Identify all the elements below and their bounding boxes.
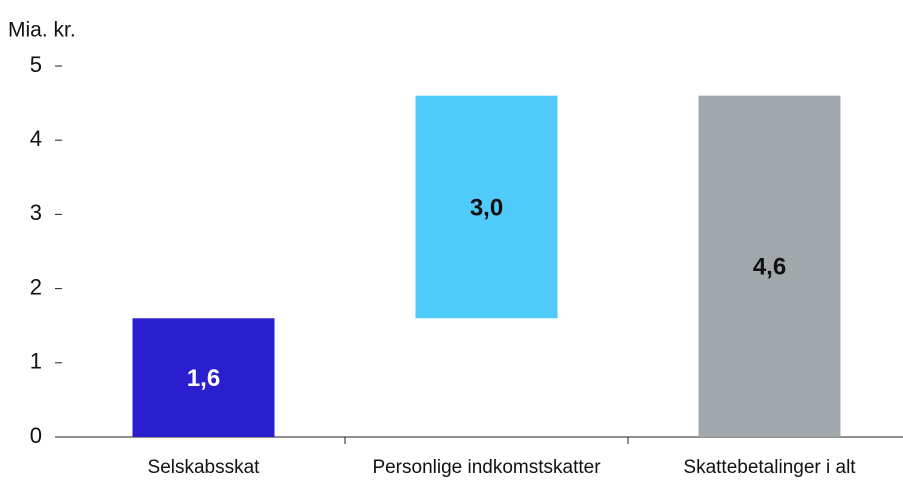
y-tick-label: 1 (30, 349, 42, 374)
x-tick-label: Selskabsskat (148, 457, 261, 478)
y-tick-label: 0 (30, 423, 42, 448)
x-tick-label: Personlige indkomstskatter (372, 457, 601, 478)
y-tick-label: 5 (30, 52, 42, 77)
x-tick-label: Skattebetalinger i alt (683, 457, 856, 478)
y-axis-label: Mia. kr. (8, 19, 76, 42)
value-label: 1,6 (187, 365, 220, 392)
value-label: 3,0 (470, 194, 503, 221)
y-tick-label: 3 (30, 200, 42, 225)
bar (415, 95, 558, 319)
bar (698, 95, 841, 438)
bar (132, 318, 275, 437)
y-tick-label: 2 (30, 274, 42, 299)
y-tick-label: 4 (30, 126, 42, 151)
value-label: 4,6 (753, 254, 786, 281)
